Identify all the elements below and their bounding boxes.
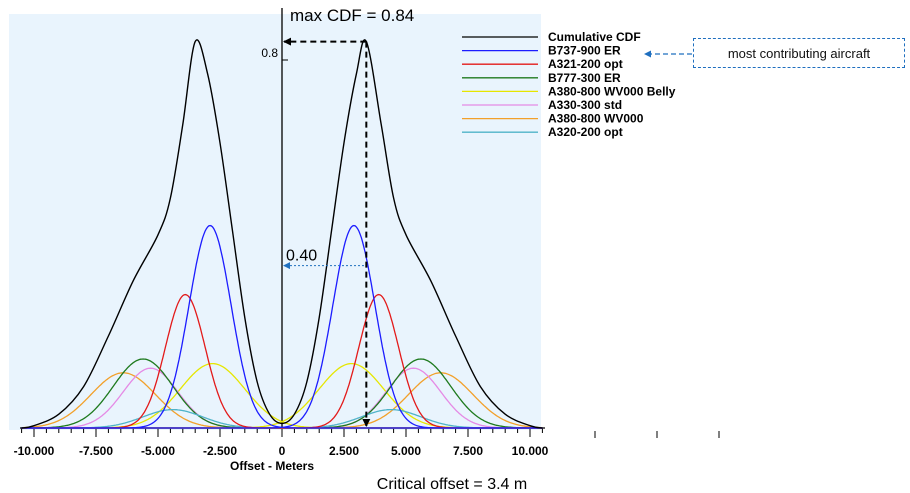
b737-peak-label: 0.40 <box>286 248 317 265</box>
x-tick-label: -7.500 <box>79 444 113 458</box>
critical-offset-label: Critical offset = 3.4 m <box>377 476 527 493</box>
annotation-layer: max CDF = 0.84 0.40 Critical offset = 3.4 … <box>283 6 692 493</box>
y-tick-label: 0.8 <box>261 46 278 60</box>
curve-layer <box>21 39 543 429</box>
x-tick-label: -5.000 <box>141 444 175 458</box>
x-axis-label: Offset - Meters <box>230 459 314 473</box>
legend-label: A380-800 WV000 <box>548 112 644 126</box>
legend-label: A380-800 WV000 Belly <box>548 84 676 98</box>
x-tick-label: 2.500 <box>329 444 359 458</box>
x-tick-label: 10.000 <box>512 444 549 458</box>
max-cdf-annotation: max CDF = 0.84 <box>290 6 414 25</box>
x-tick-label: 7.500 <box>453 444 483 458</box>
x-tick-label: -2.500 <box>203 444 237 458</box>
legend-label: Cumulative CDF <box>548 30 641 44</box>
legend-label: B777-300 ER <box>548 71 621 85</box>
legend-label: A320-200 opt <box>548 125 623 139</box>
series-line <box>21 39 543 429</box>
x-tick-label: 5.000 <box>391 444 421 458</box>
series-line <box>21 224 543 429</box>
legend-label: A321-200 opt <box>548 57 623 71</box>
most-contributing-callout: most contributing aircraft <box>693 38 905 68</box>
legend-label: B737-900 ER <box>548 44 621 58</box>
x-tick-label: -10.000 <box>14 444 55 458</box>
plot-background <box>9 14 541 430</box>
x-tick-label: 0 <box>279 444 286 458</box>
legend-label: A330-300 std <box>548 98 622 112</box>
axis-layer: -10.000 -7.500 -5.000 -2.500 0 2.500 5.000 7.50… <box>14 8 720 473</box>
